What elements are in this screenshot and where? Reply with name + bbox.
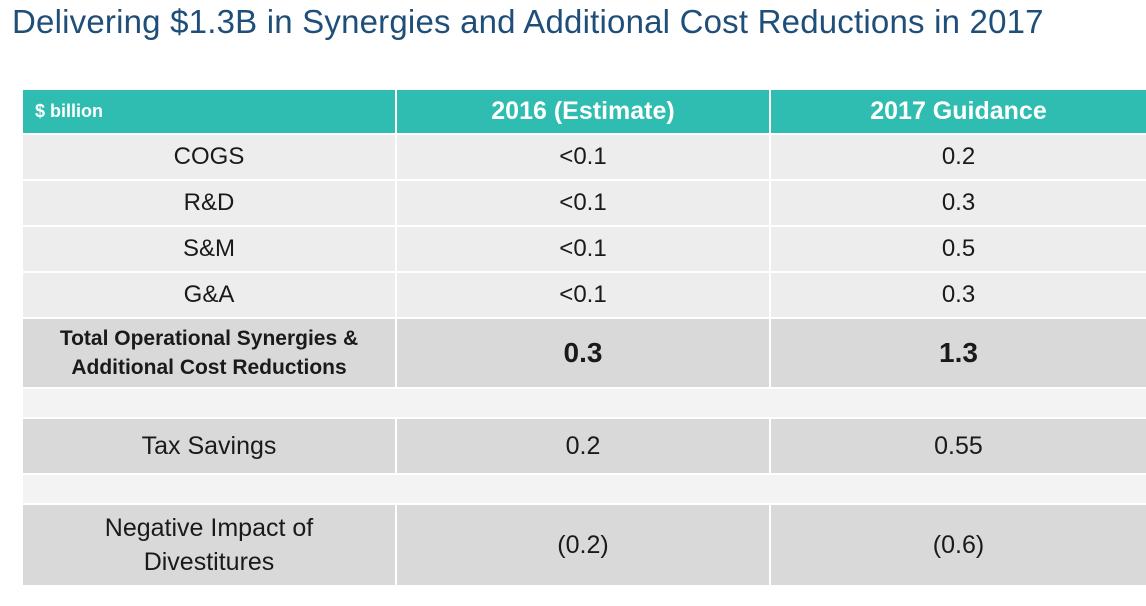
- row-label: R&D: [23, 181, 397, 225]
- spacer-row: [23, 389, 1146, 419]
- total-2017-value: 1.3: [939, 337, 978, 368]
- synergies-table: $ billion 2016 (Estimate) 2017 Guidance …: [23, 90, 1146, 585]
- tax-2017-value: 0.55: [934, 431, 983, 460]
- row-label: COGS: [23, 135, 397, 179]
- spacer-row: [23, 475, 1146, 505]
- row-2017-value: 0.3: [941, 281, 976, 308]
- row-2016-value: <0.1: [397, 227, 771, 271]
- header-units: $ billion: [23, 90, 397, 133]
- total-2016-value: 0.3: [397, 319, 771, 387]
- table-row: R&D <0.1 0.3: [23, 181, 1146, 227]
- table-row: S&M <0.1 0.5: [23, 227, 1146, 273]
- row-2016-value: <0.1: [397, 181, 771, 225]
- divestitures-label: Negative Impact of Divestitures: [23, 505, 397, 585]
- row-2016-value: <0.1: [397, 135, 771, 179]
- row-2016-value: <0.1: [397, 273, 771, 317]
- header-2017: 2017 Guidance: [870, 97, 1047, 125]
- row-label: S&M: [23, 227, 397, 271]
- divestitures-row: Negative Impact of Divestitures (0.2) (0…: [23, 505, 1146, 585]
- divestitures-2017-value: (0.6): [932, 531, 985, 559]
- row-2017-value: 0.2: [941, 143, 976, 170]
- total-label: Total Operational Synergies & Additional…: [23, 319, 397, 387]
- tax-savings-row: Tax Savings 0.2 0.55: [23, 419, 1146, 475]
- divestitures-2016-value: (0.2): [397, 505, 771, 585]
- row-2017-value: 0.5: [941, 235, 976, 262]
- slide-title: Delivering $1.3B in Synergies and Additi…: [12, 3, 1044, 40]
- tax-label: Tax Savings: [23, 419, 397, 473]
- table-row: COGS <0.1 0.2: [23, 135, 1146, 181]
- row-label: G&A: [23, 273, 397, 317]
- total-row: Total Operational Synergies & Additional…: [23, 319, 1146, 389]
- table-header-row: $ billion 2016 (Estimate) 2017 Guidance: [23, 90, 1146, 135]
- header-2016: 2016 (Estimate): [397, 90, 771, 133]
- row-2017-value: 0.3: [941, 189, 976, 216]
- tax-2016-value: 0.2: [397, 419, 771, 473]
- table-row: G&A <0.1 0.3: [23, 273, 1146, 319]
